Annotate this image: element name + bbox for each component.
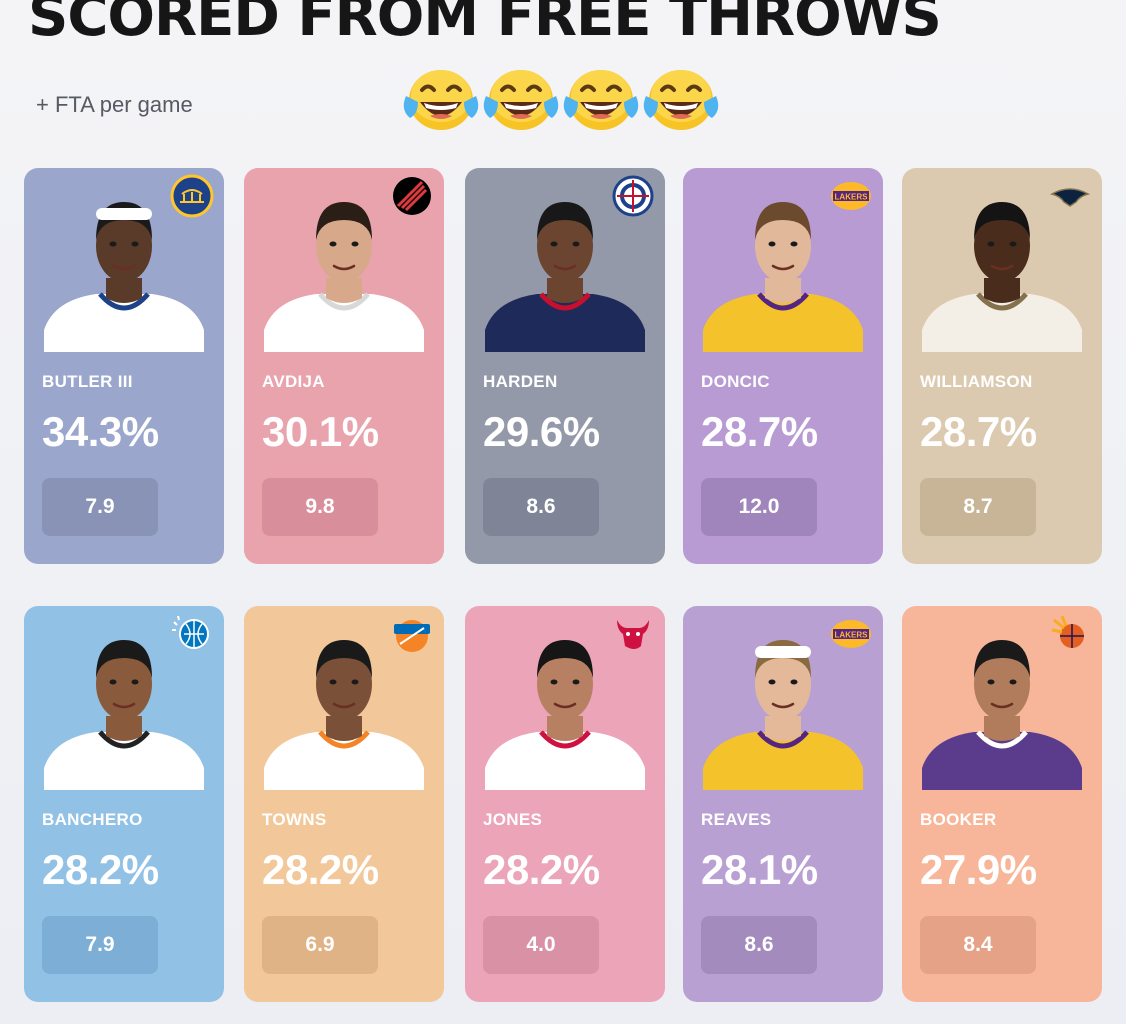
fta-per-game-badge: 6.9 — [262, 916, 378, 974]
fta-per-game-badge: 12.0 — [701, 478, 817, 536]
player-card: BUTLER III 34.3% 7.9 — [24, 168, 224, 564]
player-card: HARDEN 29.6% 8.6 — [465, 168, 665, 564]
team-logo-icon — [170, 174, 214, 218]
fta-per-game-badge: 7.9 — [42, 916, 158, 974]
player-card: BOOKER 27.9% 8.4 — [902, 606, 1102, 1002]
team-logo-icon — [390, 174, 434, 218]
laughing-crying-emoji-icon — [642, 66, 720, 132]
free-throw-percentage: 30.1% — [262, 408, 379, 455]
fta-per-game-badge: 8.6 — [701, 916, 817, 974]
player-name: BOOKER — [920, 810, 997, 829]
team-logo-icon — [611, 612, 655, 656]
free-throw-percentage: 28.2% — [42, 846, 159, 893]
free-throw-percentage: 28.7% — [701, 408, 818, 455]
player-photo — [264, 620, 424, 790]
emoji-row — [402, 66, 720, 132]
player-photo — [264, 182, 424, 352]
player-name: BANCHERO — [42, 810, 143, 829]
laughing-crying-emoji-icon — [482, 66, 560, 132]
player-card: LAKERS DONCIC 28.7% 12.0 — [683, 168, 883, 564]
fta-per-game-badge: 9.8 — [262, 478, 378, 536]
player-card: TOWNS 28.2% 6.9 — [244, 606, 444, 1002]
player-photo — [44, 620, 204, 790]
player-photo — [922, 620, 1082, 790]
player-name: JONES — [483, 810, 543, 829]
team-logo-icon — [170, 612, 214, 656]
player-name: BUTLER III — [42, 372, 133, 391]
team-logo-icon: LAKERS — [829, 174, 873, 218]
player-photo — [485, 620, 645, 790]
player-photo — [703, 182, 863, 352]
free-throw-percentage: 29.6% — [483, 408, 600, 455]
player-photo — [922, 182, 1082, 352]
free-throw-percentage: 28.2% — [262, 846, 379, 893]
player-name: TOWNS — [262, 810, 327, 829]
player-photo — [44, 182, 204, 352]
team-logo-icon — [1048, 612, 1092, 656]
fta-per-game-badge: 7.9 — [42, 478, 158, 536]
fta-per-game-badge: 8.4 — [920, 916, 1036, 974]
free-throw-percentage: 34.3% — [42, 408, 159, 455]
player-name: REAVES — [701, 810, 772, 829]
player-name: AVDIJA — [262, 372, 325, 391]
page-title: SCORED FROM FREE THROWS — [28, 0, 942, 49]
fta-per-game-badge: 8.6 — [483, 478, 599, 536]
player-name: HARDEN — [483, 372, 558, 391]
player-card: JONES 28.2% 4.0 — [465, 606, 665, 1002]
free-throw-percentage: 28.2% — [483, 846, 600, 893]
laughing-crying-emoji-icon — [402, 66, 480, 132]
free-throw-percentage: 28.1% — [701, 846, 818, 893]
team-logo-icon — [390, 612, 434, 656]
fta-per-game-badge: 4.0 — [483, 916, 599, 974]
page-subtitle: + FTA per game — [36, 92, 193, 117]
free-throw-percentage: 27.9% — [920, 846, 1037, 893]
player-card: BANCHERO 28.2% 7.9 — [24, 606, 224, 1002]
player-name: DONCIC — [701, 372, 770, 391]
free-throw-percentage: 28.7% — [920, 408, 1037, 455]
player-card: WILLIAMSON 28.7% 8.7 — [902, 168, 1102, 564]
player-photo — [485, 182, 645, 352]
laughing-crying-emoji-icon — [562, 66, 640, 132]
player-card: LAKERS REAVES 28.1% 8.6 — [683, 606, 883, 1002]
player-card: AVDIJA 30.1% 9.8 — [244, 168, 444, 564]
svg-text:LAKERS: LAKERS — [835, 631, 869, 640]
team-logo-icon — [1048, 174, 1092, 218]
svg-text:LAKERS: LAKERS — [835, 193, 869, 202]
player-photo — [703, 620, 863, 790]
fta-per-game-badge: 8.7 — [920, 478, 1036, 536]
player-name: WILLIAMSON — [920, 372, 1033, 391]
team-logo-icon: LAKERS — [829, 612, 873, 656]
team-logo-icon — [611, 174, 655, 218]
